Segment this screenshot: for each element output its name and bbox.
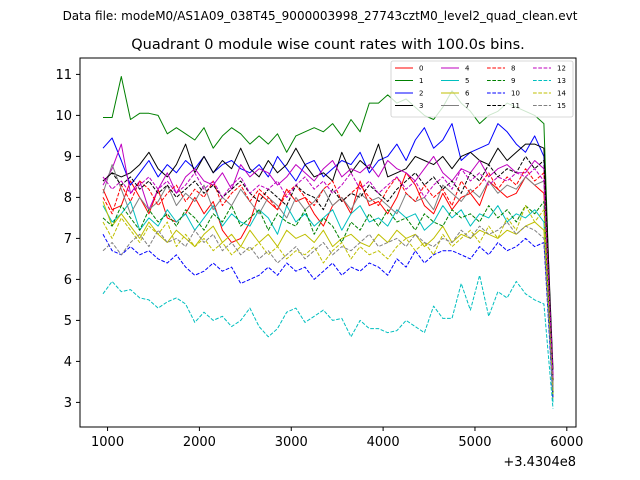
- series-line-4: [102, 143, 554, 378]
- x-axis: 1000 2000 3000 4000 5000 6000: [91, 427, 583, 450]
- legend-label-12: 12: [557, 65, 566, 73]
- legend-label-15: 15: [557, 102, 566, 110]
- plot-frame: [79, 57, 577, 428]
- series-line-3: [102, 143, 554, 370]
- legend-label-11: 11: [511, 102, 520, 110]
- series-line-11: [102, 155, 554, 382]
- legend-label-4: 4: [465, 65, 470, 73]
- legend-label-10: 10: [511, 90, 520, 98]
- legend-label-7: 7: [465, 102, 469, 110]
- series-line-5: [102, 201, 554, 403]
- series-line-9: [102, 201, 554, 395]
- legend-label-9: 9: [511, 77, 515, 85]
- x-tick-label-4000: 4000: [367, 435, 400, 450]
- legend-label-13: 13: [557, 77, 566, 85]
- series-line-10: [102, 234, 554, 399]
- y-tick-label-3: 3: [64, 396, 72, 411]
- legend-label-3: 3: [419, 102, 423, 110]
- y-tick-label-10: 10: [55, 109, 72, 124]
- legend-box: [390, 60, 574, 118]
- legend-label-1: 1: [419, 77, 423, 85]
- x-tick-label-5000: 5000: [458, 435, 491, 450]
- y-tick-label-7: 7: [64, 232, 72, 247]
- series-layer: [102, 76, 554, 409]
- series-line-13: [102, 274, 554, 409]
- legend-label-8: 8: [511, 65, 515, 73]
- x-tick-label-3000: 3000: [275, 435, 308, 450]
- x-tick-label-6000: 6000: [550, 435, 583, 450]
- series-line-2: [102, 123, 554, 378]
- series-line-15: [102, 221, 554, 391]
- legend-label-14: 14: [557, 90, 566, 98]
- legend-label-5: 5: [465, 77, 469, 85]
- plot-area: [80, 58, 576, 427]
- y-tick-label-6: 6: [64, 273, 72, 288]
- x-tick-label-2000: 2000: [183, 435, 216, 450]
- y-tick-label-9: 9: [64, 150, 72, 165]
- legend-label-6: 6: [465, 90, 470, 98]
- y-tick-label-11: 11: [55, 68, 72, 83]
- x-tick-label-1000: 1000: [91, 435, 124, 450]
- series-line-12: [102, 168, 554, 378]
- series-line-7: [102, 164, 554, 387]
- plot-background: [80, 58, 576, 427]
- y-axis: 3 4 5 6 7 8 9 10 11: [55, 68, 80, 411]
- chart-title: Quadrant 0 module wise count rates with …: [131, 37, 525, 53]
- legend-label-2: 2: [419, 90, 423, 98]
- series-line-6: [102, 201, 554, 399]
- x-offset-label: +3.4304e8: [503, 455, 576, 470]
- series-line-1: [103, 76, 554, 395]
- chart-suptitle: Data file: modeM0/AS1A09_038T45_90000039…: [63, 9, 578, 23]
- y-tick-label-5: 5: [64, 314, 72, 329]
- legend-label-0: 0: [419, 65, 423, 73]
- series-line-14: [102, 205, 554, 395]
- series-line-8: [102, 168, 554, 382]
- y-tick-label-8: 8: [64, 191, 72, 206]
- y-tick-label-4: 4: [64, 355, 72, 370]
